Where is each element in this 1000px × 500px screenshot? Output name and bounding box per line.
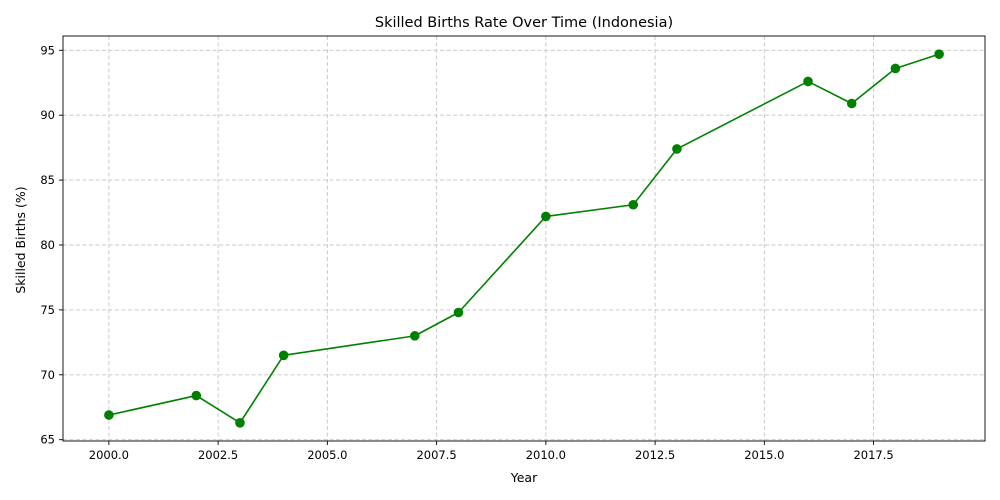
data-point-2017 <box>846 98 857 109</box>
y-tick-label: 95 <box>40 43 55 57</box>
y-tick-label: 85 <box>40 173 55 187</box>
x-tick-label: 2010.0 <box>526 448 566 462</box>
x-tick-label: 2007.5 <box>416 448 456 462</box>
data-point-2016 <box>803 76 813 87</box>
data-point-2003 <box>235 418 245 428</box>
plot-frame <box>62 35 986 442</box>
data-point-2010 <box>541 211 551 222</box>
data-point-2019 <box>934 49 944 59</box>
chart-title: Skilled Births Rate Over Time (Indonesia… <box>375 15 673 31</box>
x-tick-label: 2005.0 <box>307 448 347 462</box>
y-tick-label: 80 <box>40 238 55 252</box>
x-tick-label: 2017.5 <box>853 448 893 462</box>
y-tick-label: 90 <box>40 108 55 122</box>
data-point-2007 <box>409 331 420 341</box>
y-tick-label: 70 <box>40 368 55 382</box>
x-tick-label: 2012.5 <box>635 448 675 462</box>
y-tick-label: 75 <box>40 303 55 317</box>
x-tick-label: 2015.0 <box>744 448 784 462</box>
data-point-2000 <box>104 410 114 420</box>
data-point-2004 <box>278 350 289 361</box>
data-point-2002 <box>191 390 202 401</box>
series-line <box>108 53 940 424</box>
y-axis-title: Skilled Births (%) <box>13 186 28 293</box>
series-group <box>104 49 944 428</box>
axes: 2000.0 2002.5 2005.0 2007.5 2010.0 2012.5 2015… <box>40 35 986 462</box>
x-tick-label: 2002.5 <box>198 448 238 462</box>
x-tick-label: 2000.0 <box>89 448 129 462</box>
data-point-2012 <box>628 199 639 210</box>
x-axis-title: Year <box>510 470 538 485</box>
data-point-2018 <box>890 63 901 74</box>
data-point-2013 <box>672 144 682 154</box>
grid <box>63 36 985 441</box>
y-tick-label: 65 <box>40 433 55 447</box>
data-point-2008 <box>453 307 464 318</box>
